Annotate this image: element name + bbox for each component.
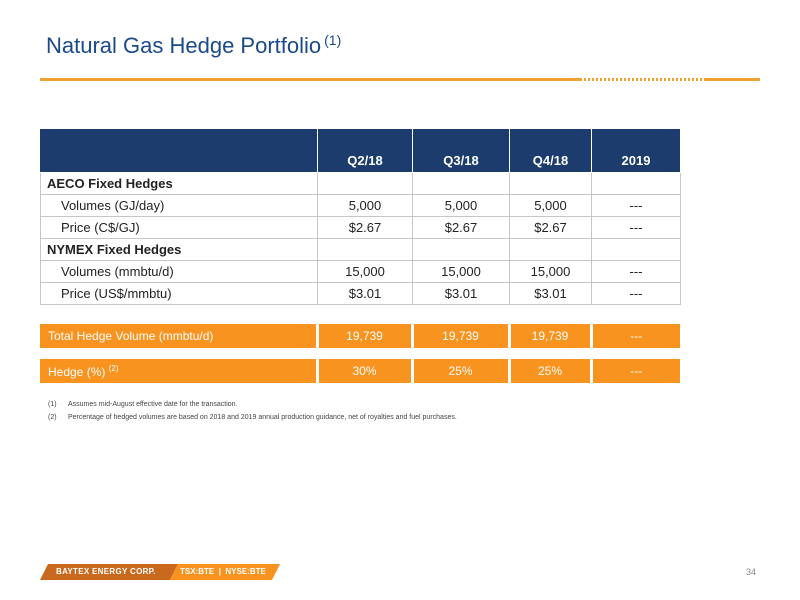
nyse-ticker: NYSE:BTE xyxy=(225,567,266,576)
hedge-percent-label-text: Hedge (%) xyxy=(48,364,106,379)
footnotes: (1) Assumes mid-August effective date fo… xyxy=(48,401,457,427)
total-label: Total Hedge Volume (mmbtu/d) xyxy=(40,324,317,348)
row-value: --- xyxy=(591,282,681,305)
row-value: $3.01 xyxy=(509,282,592,305)
header-cell-q4-18: Q4/18 xyxy=(509,128,592,173)
total-row: Hedge (%) (2) 30% 25% 25% --- xyxy=(40,359,680,383)
hedge-percent-value: 25% xyxy=(507,359,591,383)
page-title-text: Natural Gas Hedge Portfolio xyxy=(46,33,322,58)
total-row: Total Hedge Volume (mmbtu/d) 19,739 19,7… xyxy=(40,324,680,348)
table-row: Price (US$/mmbtu) $3.01 $3.01 $3.01 --- xyxy=(40,282,681,305)
page-number: 34 xyxy=(746,567,757,577)
footer-band-shape xyxy=(40,564,280,580)
section-row-aeco: AECO Fixed Hedges xyxy=(40,172,681,195)
section-empty-cell xyxy=(317,238,413,261)
row-value: 5,000 xyxy=(509,194,592,217)
footer-band-dark xyxy=(40,564,178,580)
title-rule xyxy=(40,78,760,81)
footnote-number: (1) xyxy=(48,401,57,408)
header-cell-q3-18: Q3/18 xyxy=(412,128,510,173)
header-cell-q2-18: Q2/18 xyxy=(317,128,413,173)
total-value: --- xyxy=(589,324,680,348)
row-value: $2.67 xyxy=(317,216,413,239)
section-empty-cell xyxy=(317,172,413,195)
table-row: Volumes (mmbtu/d) 15,000 15,000 15,000 -… xyxy=(40,260,681,283)
total-value: 19,739 xyxy=(507,324,591,348)
section-row-nymex: NYMEX Fixed Hedges xyxy=(40,238,681,261)
section-label: AECO Fixed Hedges xyxy=(40,172,318,195)
row-label: Volumes (GJ/day) xyxy=(40,194,318,217)
row-value: --- xyxy=(591,260,681,283)
row-value: 5,000 xyxy=(412,194,510,217)
total-label-text: Total Hedge Volume (mmbtu/d) xyxy=(48,329,214,343)
total-value: 19,739 xyxy=(410,324,509,348)
row-value: $3.01 xyxy=(317,282,413,305)
footer-band-light xyxy=(170,564,280,580)
company-name: BAYTEX ENERGY CORP. xyxy=(56,567,156,576)
row-value: --- xyxy=(591,194,681,217)
page-title: Natural Gas Hedge Portfolio (1) xyxy=(46,32,341,59)
footnote-text: Assumes mid-August effective date for th… xyxy=(68,401,238,408)
row-value: $2.67 xyxy=(509,216,592,239)
title-rule-hatch xyxy=(580,78,705,81)
footnote: (2) Percentage of hedged volumes are bas… xyxy=(48,414,457,421)
stock-tickers: TSX:BTE | NYSE:BTE xyxy=(180,567,266,576)
footer-logo-band xyxy=(40,564,280,580)
tsx-ticker: TSX:BTE xyxy=(180,567,215,576)
table-row: Volumes (GJ/day) 5,000 5,000 5,000 --- xyxy=(40,194,681,217)
header-cell-blank xyxy=(40,128,318,173)
row-value: 15,000 xyxy=(509,260,592,283)
row-value: 15,000 xyxy=(317,260,413,283)
row-value: $2.67 xyxy=(412,216,510,239)
footnote-number: (2) xyxy=(48,414,57,421)
row-value: --- xyxy=(591,216,681,239)
row-value: 15,000 xyxy=(412,260,510,283)
hedge-percent-footnote-ref: (2) xyxy=(108,363,119,373)
row-value: $3.01 xyxy=(412,282,510,305)
hedge-percent-label: Hedge (%) (2) xyxy=(40,359,317,383)
hedge-percent-value: 25% xyxy=(410,359,509,383)
row-label: Price (US$/mmbtu) xyxy=(40,282,318,305)
footnote: (1) Assumes mid-August effective date fo… xyxy=(48,401,457,408)
section-empty-cell xyxy=(591,172,681,195)
hedge-table: Q2/18 Q3/18 Q4/18 2019 AECO Fixed Hedges… xyxy=(40,128,681,305)
title-footnote-ref: (1) xyxy=(324,32,342,48)
footnote-text: Percentage of hedged volumes are based o… xyxy=(68,414,457,421)
section-empty-cell xyxy=(412,172,510,195)
section-empty-cell xyxy=(591,238,681,261)
hedge-percent-value: 30% xyxy=(315,359,412,383)
hedge-percent-value: --- xyxy=(589,359,680,383)
hedge-percent-bar: Hedge (%) (2) 30% 25% 25% --- xyxy=(40,359,680,383)
total-hedge-volume-bar: Total Hedge Volume (mmbtu/d) 19,739 19,7… xyxy=(40,324,680,348)
table-row: Price (C$/GJ) $2.67 $2.67 $2.67 --- xyxy=(40,216,681,239)
total-value: 19,739 xyxy=(315,324,412,348)
row-label: Price (C$/GJ) xyxy=(40,216,318,239)
section-label: NYMEX Fixed Hedges xyxy=(40,238,318,261)
row-value: 5,000 xyxy=(317,194,413,217)
hedge-table-header-row: Q2/18 Q3/18 Q4/18 2019 xyxy=(40,128,681,173)
section-empty-cell xyxy=(509,238,592,261)
row-label: Volumes (mmbtu/d) xyxy=(40,260,318,283)
ticker-separator: | xyxy=(218,567,221,576)
section-empty-cell xyxy=(509,172,592,195)
header-cell-2019: 2019 xyxy=(591,128,681,173)
section-empty-cell xyxy=(412,238,510,261)
